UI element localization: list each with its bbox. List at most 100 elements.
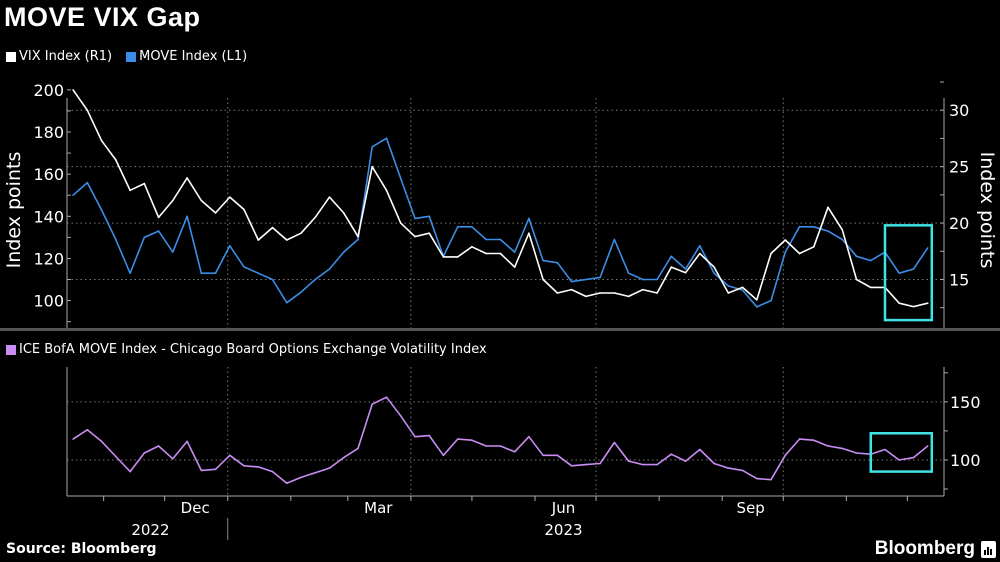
move-series-point [869, 259, 872, 262]
month-label: Sep [737, 499, 765, 517]
logo-text: Bloomberg [874, 538, 975, 559]
move-series-point [172, 251, 174, 253]
vix-series-point [243, 208, 245, 211]
gap-series-point [314, 471, 317, 474]
gap-series-point [157, 445, 160, 447]
top-legend: VIX Index (R1) MOVE Index (L1) [6, 49, 261, 64]
vix-series-point [228, 196, 231, 198]
bottom-tick-label: 150 [950, 393, 981, 412]
move-series-point [542, 259, 544, 262]
gap-series-point [827, 445, 829, 447]
vix-series-point [314, 216, 317, 219]
vix-series-point [300, 232, 302, 235]
left-tick-label: 100 [33, 292, 64, 311]
move-series-point [556, 261, 559, 264]
vix-series-point [528, 232, 530, 235]
vix-series-point [642, 288, 644, 291]
vix-series-point [770, 252, 772, 255]
vix-series-point [157, 216, 160, 219]
gap-series-point [656, 463, 658, 466]
move-series-point [399, 177, 402, 180]
right-tick-label: 20 [949, 214, 969, 233]
gap-series-point [442, 454, 445, 457]
move-series-point [214, 272, 217, 275]
move-series-point [414, 217, 416, 220]
vix-series-point [812, 245, 815, 248]
gap-series-point [399, 415, 402, 417]
gap-series-point [855, 452, 858, 454]
right-tick-label: 30 [949, 101, 969, 120]
move-series-point [471, 226, 473, 228]
gap-series-point [926, 445, 929, 447]
right-tick-label: 15 [949, 270, 969, 289]
legend-gap: ICE BofA MOVE Index - Chicago Board Opti… [6, 342, 487, 357]
gap-series-point [613, 441, 616, 444]
vix-series-point [585, 295, 587, 298]
gap-series-point [300, 476, 302, 479]
move-series-point [243, 266, 245, 268]
gap-series-point [727, 467, 730, 469]
move-series-point [300, 291, 302, 293]
gap-series-point [214, 468, 217, 471]
vix-series-point [499, 252, 502, 255]
vix-series-point [414, 235, 416, 238]
legend-label-move: MOVE Index (L1) [139, 49, 248, 64]
legend-swatch-vix [6, 51, 16, 62]
gap-series-point [684, 460, 687, 462]
move-series-point [456, 226, 459, 228]
month-label: Mar [364, 499, 393, 517]
gap-series-point [513, 451, 516, 453]
vix-series-point [741, 286, 744, 289]
move-series-point [770, 299, 772, 302]
gap-series-point [627, 460, 630, 462]
move-series-point [599, 276, 601, 279]
gap-series-point [143, 452, 146, 454]
gap-series-point [371, 403, 374, 405]
move-series-point [129, 272, 131, 275]
left-tick-label: 180 [33, 123, 64, 142]
gap-series-point [243, 464, 245, 467]
vix-series-point [684, 271, 687, 274]
gap-series-point [713, 462, 715, 465]
move-series-point [812, 226, 815, 228]
vix-series-point [471, 245, 473, 248]
gap-series-point [328, 467, 331, 469]
vix-series-point [115, 159, 117, 161]
month-label: Dec [181, 499, 210, 517]
move-series-point [713, 272, 715, 275]
gap-series-point [471, 439, 473, 442]
source-note: Source: Bloomberg [6, 541, 157, 557]
move-series-point [627, 272, 630, 275]
year-label: 2023 [544, 521, 582, 539]
left-tick-label: 120 [33, 249, 64, 268]
legend-vix: VIX Index (R1) [6, 49, 112, 64]
gap-series-point [898, 459, 901, 461]
move-series-point [285, 301, 288, 304]
left-tick-label: 140 [33, 207, 64, 226]
gap-series-point [798, 438, 801, 440]
move-series-point [271, 278, 274, 281]
vix-series-point [656, 292, 658, 294]
vix-series-point [72, 89, 74, 91]
panel-separator [0, 328, 1000, 331]
bottom-tick-label: 100 [950, 451, 981, 470]
gap-series-point [115, 455, 117, 458]
vix-series-point [627, 295, 630, 298]
move-series-point [784, 251, 787, 253]
move-series-point [200, 272, 203, 275]
move-series-point [314, 278, 317, 281]
vix-series-point [670, 266, 673, 268]
gap-series-point [570, 464, 573, 467]
vix-series-point [200, 199, 203, 202]
move-series-point [684, 268, 687, 270]
gap-series-point [385, 396, 388, 399]
move-series-point [585, 278, 587, 281]
gap-series-point [414, 435, 416, 438]
vix-series-point [855, 278, 858, 281]
vix-series-point [257, 239, 260, 241]
vix-series-point [713, 266, 715, 268]
vix-series-point [556, 292, 559, 294]
move-series-point [86, 181, 89, 184]
move-series-point [257, 272, 260, 275]
vix-series-point [172, 199, 174, 202]
